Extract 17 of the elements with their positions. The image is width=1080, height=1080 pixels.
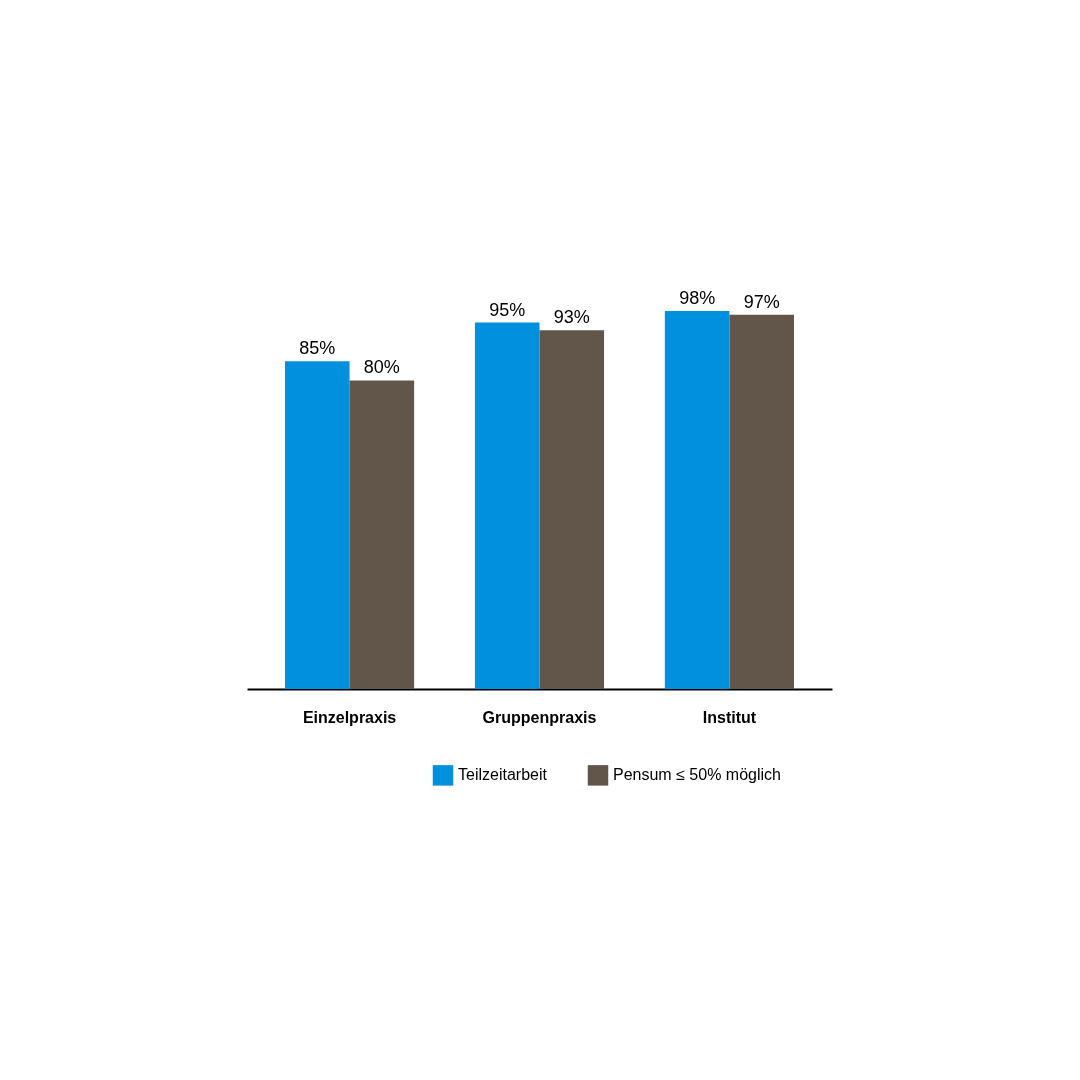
bar bbox=[729, 314, 795, 689]
bar bbox=[349, 380, 415, 689]
data-label: 93% bbox=[553, 307, 590, 328]
legend-label: Teilzeitarbeit bbox=[458, 766, 548, 784]
legend-label: Pensum ≤ 50% möglich bbox=[613, 766, 781, 784]
data-label: 98% bbox=[679, 288, 716, 308]
data-label: 97% bbox=[743, 291, 780, 312]
x-tick-label: Einzelpraxis bbox=[302, 708, 397, 726]
bar bbox=[474, 322, 540, 689]
data-label: 85% bbox=[299, 338, 336, 359]
data-label: 80% bbox=[363, 357, 400, 378]
x-tick-label: Institut bbox=[702, 708, 757, 726]
bar bbox=[284, 361, 350, 689]
bar bbox=[539, 330, 605, 689]
x-tick-label: Gruppenpraxis bbox=[482, 708, 597, 726]
data-label: 95% bbox=[489, 299, 526, 320]
bar bbox=[664, 311, 730, 689]
